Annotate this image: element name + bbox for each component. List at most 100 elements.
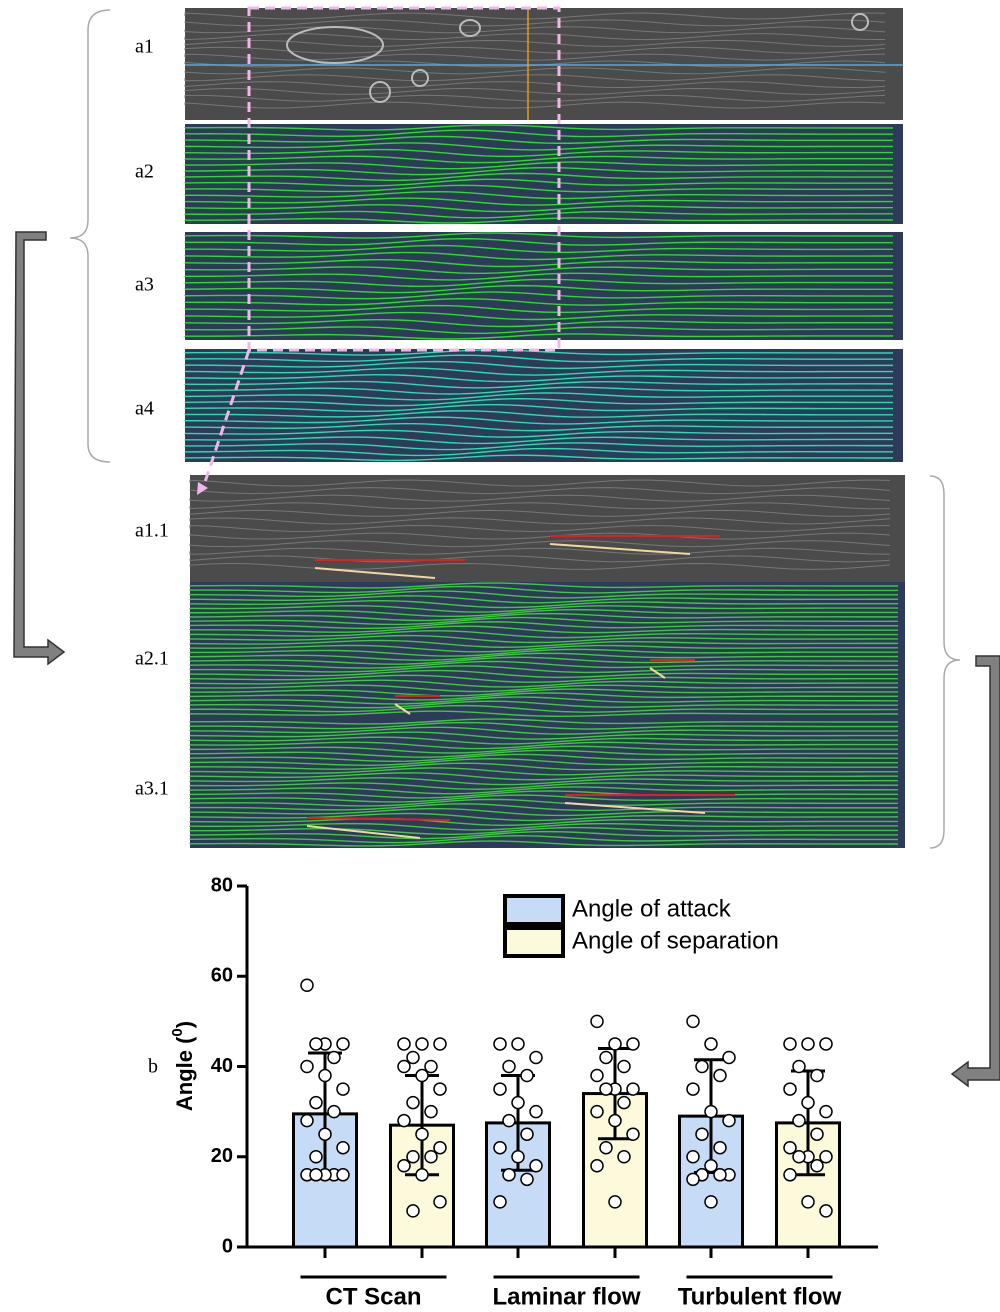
streamline xyxy=(184,172,894,181)
streamline xyxy=(184,304,894,314)
y-tick-label: 60 xyxy=(211,965,233,987)
photo-texture xyxy=(189,479,891,487)
data-point xyxy=(424,1150,438,1164)
streamline xyxy=(189,790,899,799)
streamline xyxy=(184,367,894,376)
photo-panel xyxy=(190,475,905,582)
streamline xyxy=(189,688,899,697)
panel-label: b xyxy=(148,1056,158,1078)
streamline xyxy=(189,656,899,665)
streamline xyxy=(184,266,894,275)
photo-texture xyxy=(189,487,891,495)
streamline xyxy=(184,232,894,239)
data-point xyxy=(318,1068,332,1083)
streamline xyxy=(189,630,899,639)
streamline xyxy=(184,326,894,335)
streamline xyxy=(184,210,894,219)
streamline xyxy=(189,625,899,634)
streamline xyxy=(189,612,899,622)
streamline xyxy=(189,710,899,718)
streamline xyxy=(189,660,899,669)
data-point xyxy=(608,1195,622,1209)
streamline xyxy=(189,817,898,826)
data-point xyxy=(783,1168,797,1182)
streamline xyxy=(189,794,899,803)
streamline xyxy=(189,582,899,589)
streamline xyxy=(184,354,894,363)
data-point xyxy=(792,1059,806,1074)
data-point xyxy=(415,1037,429,1051)
streamline xyxy=(189,718,899,725)
brace-right xyxy=(929,475,961,849)
streamline xyxy=(184,380,894,389)
streamline xyxy=(189,669,899,679)
streamline xyxy=(184,429,894,438)
streamline xyxy=(189,674,899,683)
photo-texture xyxy=(189,540,891,548)
data-point xyxy=(502,1059,516,1074)
data-point xyxy=(406,1204,420,1218)
streamline xyxy=(189,803,899,812)
data-point xyxy=(300,1113,314,1128)
streamline xyxy=(184,422,894,432)
x-tick-label: Turbulent flow xyxy=(678,1283,842,1310)
streamline xyxy=(189,590,899,599)
photo-texture xyxy=(189,547,891,555)
angle-arrow xyxy=(549,543,691,555)
data-point xyxy=(397,1037,411,1051)
vortex xyxy=(851,13,869,31)
panel-label: a2 xyxy=(135,161,154,183)
data-point xyxy=(819,1104,833,1119)
streamline xyxy=(184,217,894,224)
photo-panel xyxy=(185,8,903,120)
data-point xyxy=(511,1095,525,1110)
streamline xyxy=(189,595,899,604)
legend-label: Angle of separation xyxy=(572,927,779,954)
x-tick-label: CT Scan xyxy=(325,1283,421,1310)
streamline xyxy=(184,148,894,158)
data-point xyxy=(415,1127,429,1141)
streamline xyxy=(189,736,898,745)
data-point xyxy=(406,1050,420,1065)
streamline xyxy=(184,237,894,246)
data-point xyxy=(520,1127,534,1141)
streamline xyxy=(189,696,899,705)
data-point xyxy=(792,1150,806,1164)
photo-texture xyxy=(189,532,891,540)
data-point xyxy=(493,1140,507,1155)
angle-arrow xyxy=(306,825,421,839)
panel-label: a1 xyxy=(135,36,154,58)
streamline xyxy=(184,166,894,176)
data-point xyxy=(336,1140,350,1155)
data-point xyxy=(783,1037,797,1051)
streamline xyxy=(189,652,899,661)
streamline xyxy=(189,679,898,688)
data-point xyxy=(713,1140,727,1155)
vortex xyxy=(369,81,391,103)
legend-label: Angle of attack xyxy=(572,895,732,922)
data-point xyxy=(801,1195,815,1209)
streamline xyxy=(184,284,894,294)
streamline xyxy=(184,410,894,418)
vortex xyxy=(459,19,481,37)
data-point xyxy=(626,1127,640,1141)
data-point xyxy=(713,1068,727,1083)
data-point xyxy=(810,1127,824,1141)
data-point xyxy=(433,1082,447,1096)
streamline xyxy=(184,197,894,206)
angle-arrow xyxy=(564,802,706,814)
streamline xyxy=(184,251,894,261)
streamline xyxy=(184,333,894,340)
streamline xyxy=(189,726,899,735)
streamline xyxy=(184,454,894,462)
streamline xyxy=(189,840,899,847)
streamline xyxy=(189,822,899,831)
streamline xyxy=(189,600,898,609)
data-point xyxy=(493,1082,507,1096)
data-point xyxy=(608,1037,622,1051)
streamline xyxy=(189,758,899,766)
streamline xyxy=(184,278,894,288)
streamline xyxy=(189,665,899,674)
photo-texture xyxy=(184,33,886,41)
data-point xyxy=(300,1059,314,1074)
